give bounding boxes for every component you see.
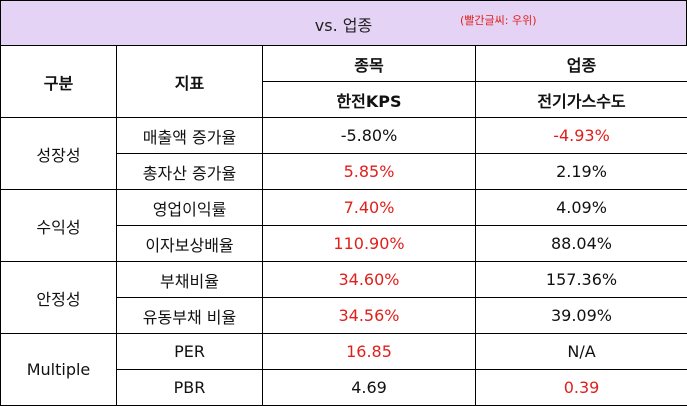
col-industry-header: 업종: [475, 45, 687, 82]
stock-value: -5.80%: [262, 117, 476, 154]
industry-value: 157.36%: [475, 261, 687, 298]
header-note: (빨간글씨: 우위): [460, 14, 537, 27]
group-label: 수익성: [0, 189, 117, 262]
table-row: PBR 4.69 0.39: [1, 369, 687, 406]
metric-label: PBR: [116, 369, 263, 406]
table-row: 안정성 부채비율 34.60% 157.36%: [0, 261, 687, 334]
col-stock-header: 종목: [262, 45, 476, 82]
metric-label: 부채비율: [116, 261, 263, 298]
stock-value: 34.56%: [262, 297, 476, 334]
stock-name-header: 한전KPS: [262, 81, 476, 118]
industry-value: 39.09%: [475, 297, 687, 334]
stock-value: 7.40%: [262, 189, 476, 226]
industry-value: -4.93%: [475, 117, 687, 154]
comparison-table: 구분 지표 종목 업종 한전KPS 전기가스수도 성장성 매출액 증가율 -5.80…: [0, 45, 687, 406]
metric-label: 유동부채 비율: [116, 297, 263, 334]
stock-value: 4.69: [262, 369, 476, 406]
stock-value: 34.60%: [262, 261, 476, 298]
stock-value: 110.90%: [262, 225, 476, 262]
industry-value: N/A: [475, 333, 687, 370]
table-row: 이자보상배율 110.90% 88.04%: [1, 225, 687, 262]
table-row: 수익성 영업이익률 7.40% 4.09%: [0, 189, 687, 262]
industry-value: 0.39: [475, 369, 687, 406]
metric-label: 매출액 증가율: [116, 117, 263, 154]
header-title: vs. 업종: [314, 16, 373, 35]
industry-value: 88.04%: [475, 225, 687, 262]
group-label: 안정성: [0, 261, 117, 334]
metric-label: PER: [116, 333, 263, 370]
stock-value: 5.85%: [262, 153, 476, 190]
table-row: 성장성 매출액 증가율 -5.80% -4.93%: [0, 117, 687, 190]
table-row: Multiple PER 16.85 N/A: [0, 333, 687, 406]
metric-label: 총자산 증가율: [116, 153, 263, 190]
industry-name-header: 전기가스수도: [475, 81, 687, 118]
table-body: 구분 지표 종목 업종 한전KPS 전기가스수도 성장성 매출액 증가율 -5.80…: [0, 45, 687, 406]
header-bar: [0, 0, 687, 46]
stock-value: 16.85: [262, 333, 476, 370]
metric-label: 이자보상배율: [116, 225, 263, 262]
metric-label: 영업이익률: [116, 189, 263, 226]
group-label: Multiple: [0, 333, 117, 406]
col-group-header: 구분: [0, 45, 117, 118]
group-label: 성장성: [0, 117, 117, 190]
col-metric-header: 지표: [116, 45, 263, 118]
table-row: 유동부채 비율 34.56% 39.09%: [1, 297, 687, 334]
industry-value: 2.19%: [475, 153, 687, 190]
industry-value: 4.09%: [475, 189, 687, 226]
